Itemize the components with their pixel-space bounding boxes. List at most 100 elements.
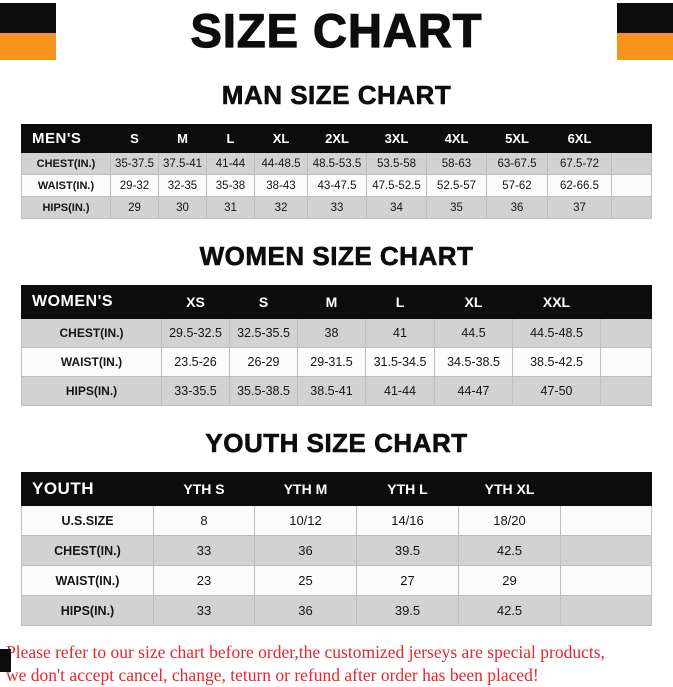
row-label: HIPS(IN.) [21,376,162,406]
table-cell: 37.5-41 [158,152,207,175]
table-cell: 38-43 [254,174,308,197]
table-cell: 42.5 [458,595,561,626]
column-header: YTH M [254,472,357,506]
corner-black-block [0,3,56,33]
column-header: YTH L [356,472,459,506]
table-row: WAIST(IN.) 23.5-26 26-29 29-31.5 31.5-34… [21,347,652,377]
page-title: SIZE CHART [190,3,483,57]
corner-black-block [617,3,673,33]
column-header: L [206,124,255,153]
column-header: MEN'S [21,124,111,153]
table-row: CHEST(IN.) 35-37.5 37.5-41 41-44 44-48.5… [21,152,652,175]
table-cell: 29.5-32.5 [161,318,230,348]
column-header: S [229,285,298,319]
table-cell: 63-67.5 [486,152,548,175]
filler-cell [600,376,652,406]
table-cell: 29 [458,565,561,596]
table-cell: 38.5-42.5 [512,347,601,377]
row-label: WAIST(IN.) [21,347,162,377]
table-cell: 57-62 [486,174,548,197]
corner-orange-block [0,33,56,60]
youth-chart-heading: YOUTH SIZE CHART [205,428,468,459]
table-cell: 34 [366,196,427,219]
row-label: U.S.SIZE [21,505,154,536]
table-cell: 29 [110,196,159,219]
table-cell: 25 [254,565,357,596]
filler-cell [611,174,652,197]
table-cell: 67.5-72 [547,152,612,175]
filler-cell [560,595,652,626]
table-cell: 53.5-58 [366,152,427,175]
table-row: WAIST(IN.) 29-32 32-35 35-38 38-43 43-47… [21,174,652,197]
table-cell: 47-50 [512,376,601,406]
footer-note: Please refer to our size chart before or… [6,641,673,687]
table-header-row: YOUTH YTH S YTH M YTH L YTH XL [21,472,652,506]
table-cell: 30 [158,196,207,219]
table-cell: 33-35.5 [161,376,230,406]
column-header: 5XL [486,124,548,153]
column-header: S [110,124,159,153]
table-cell: 32-35 [158,174,207,197]
table-cell: 38.5-41 [297,376,366,406]
table-cell: 39.5 [356,595,459,626]
table-cell: 62-66.5 [547,174,612,197]
column-header: 4XL [426,124,487,153]
column-header: M [297,285,366,319]
table-cell: 44-47 [434,376,513,406]
table-cell: 29-32 [110,174,159,197]
man-size-chart-section: MAN SIZE CHART MEN'S S M L XL 2XL 3XL 4X… [0,80,673,219]
corner-orange-block [617,33,673,60]
top-left-corner-decoration [0,3,56,60]
man-size-table: MEN'S S M L XL 2XL 3XL 4XL 5XL 6XL CHEST… [21,124,652,219]
row-label: HIPS(IN.) [21,595,154,626]
filler-cell [611,196,652,219]
filler-header-cell [600,285,652,319]
table-cell: 35.5-38.5 [229,376,298,406]
table-cell: 44-48.5 [254,152,308,175]
column-header: XL [254,124,308,153]
column-header: WOMEN'S [21,285,162,319]
table-cell: 47.5-52.5 [366,174,427,197]
row-label: HIPS(IN.) [21,196,111,219]
column-header: 6XL [547,124,612,153]
row-label: WAIST(IN.) [21,565,154,596]
row-label: CHEST(IN.) [21,152,111,175]
table-cell: 48.5-53.5 [307,152,367,175]
table-cell: 35-37.5 [110,152,159,175]
women-size-chart-section: WOMEN SIZE CHART WOMEN'S XS S M L XL XXL… [0,241,673,406]
table-cell: 44.5-48.5 [512,318,601,348]
table-header-row: WOMEN'S XS S M L XL XXL [21,285,652,319]
table-cell: 36 [254,535,357,566]
table-cell: 14/16 [356,505,459,536]
table-cell: 33 [307,196,367,219]
women-size-table: WOMEN'S XS S M L XL XXL CHEST(IN.) 29.5-… [21,285,652,406]
table-cell: 10/12 [254,505,357,536]
table-header-row: MEN'S S M L XL 2XL 3XL 4XL 5XL 6XL [21,124,652,153]
row-label: WAIST(IN.) [21,174,111,197]
table-cell: 52.5-57 [426,174,487,197]
table-cell: 23.5-26 [161,347,230,377]
table-cell: 41 [365,318,435,348]
table-cell: 23 [153,565,255,596]
column-header: XXL [512,285,601,319]
table-cell: 8 [153,505,255,536]
table-cell: 32 [254,196,308,219]
filler-header-cell [560,472,652,506]
table-cell: 26-29 [229,347,298,377]
table-cell: 43-47.5 [307,174,367,197]
table-cell: 33 [153,535,255,566]
table-row: CHEST(IN.) 29.5-32.5 32.5-35.5 38 41 44.… [21,318,652,348]
table-cell: 34.5-38.5 [434,347,513,377]
bottom-left-corner-decoration [0,649,11,672]
table-cell: 41-44 [206,152,255,175]
filler-header-cell [611,124,652,153]
filler-cell [560,505,652,536]
column-header: XL [434,285,513,319]
table-cell: 35 [426,196,487,219]
column-header: M [158,124,207,153]
column-header: 2XL [307,124,367,153]
table-cell: 58-63 [426,152,487,175]
women-chart-heading: WOMEN SIZE CHART [199,241,474,272]
table-cell: 27 [356,565,459,596]
table-row: HIPS(IN.) 33 36 39.5 42.5 [21,595,652,626]
